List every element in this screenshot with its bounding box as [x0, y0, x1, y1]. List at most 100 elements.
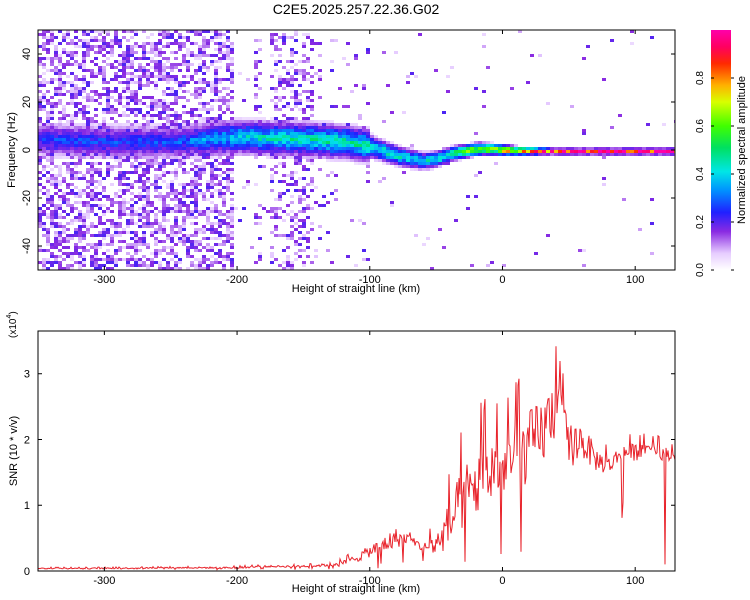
spectrogram-cell — [50, 153, 54, 156]
spectrogram-cell — [46, 147, 50, 150]
spectrogram-cell — [198, 30, 202, 33]
spectrogram-cell — [110, 63, 114, 66]
spectrogram-cell — [194, 153, 198, 156]
spectrogram-cell — [186, 99, 190, 102]
spectrogram-cell — [102, 93, 106, 96]
spectrogram-cell — [170, 234, 174, 237]
spectrogram-cell — [190, 243, 194, 246]
spectrogram-cell — [194, 87, 198, 90]
spectrogram-cell — [122, 135, 126, 138]
spectrogram-cell — [174, 159, 178, 162]
spectrogram-cell — [206, 123, 210, 126]
spectrogram-cell — [58, 72, 62, 75]
spectrogram-cell — [186, 195, 190, 198]
spectrogram-cell — [270, 129, 274, 132]
spectrogram-cell — [310, 147, 314, 150]
spectrogram-cell — [370, 153, 374, 156]
spectrogram-cell — [254, 96, 258, 99]
spectrogram-cell — [314, 123, 318, 126]
spectrogram-cell — [286, 189, 290, 192]
spectrogram-cell — [58, 132, 62, 135]
spectrogram-cell — [82, 123, 86, 126]
spectrogram-cell — [182, 45, 186, 48]
spectrogram-cell — [342, 153, 346, 156]
spectrogram-cell — [342, 156, 346, 159]
spectrogram-cell — [218, 126, 222, 129]
spectrogram-cell — [42, 108, 46, 111]
spectrogram-cell — [74, 84, 78, 87]
spectrogram-cell — [114, 132, 118, 135]
spectrogram-cell — [94, 162, 98, 165]
spectrogram-cell — [170, 135, 174, 138]
spectrogram-cell — [210, 153, 214, 156]
spectrogram-cell — [226, 99, 230, 102]
spectrogram-cell — [190, 246, 194, 249]
spectrogram-cell — [118, 150, 122, 153]
spectrogram-cell — [330, 159, 334, 162]
spectrogram-cell — [290, 201, 294, 204]
spectrogram-cell — [198, 93, 202, 96]
spectrogram-cell — [370, 141, 374, 144]
spectrogram-cell — [374, 156, 378, 159]
spectrogram-cell — [78, 261, 82, 264]
spectrogram-cell — [174, 219, 178, 222]
spectrogram-cell — [142, 204, 146, 207]
spectrogram-cell — [290, 138, 294, 141]
spectrogram-cell — [242, 153, 246, 156]
spectrogram-cell — [162, 102, 166, 105]
spectrogram-cell — [210, 177, 214, 180]
spectrogram-cell — [334, 141, 338, 144]
spectrogram-cell — [210, 231, 214, 234]
spectrogram-cell — [158, 69, 162, 72]
spectrogram-cell — [170, 180, 174, 183]
spectrogram-cell — [106, 57, 110, 60]
spectrogram-cell — [354, 153, 358, 156]
spectrogram-cell — [102, 81, 106, 84]
spectrogram-cell — [194, 126, 198, 129]
spectrogram-cell — [110, 111, 114, 114]
spectrogram-cell — [382, 162, 386, 165]
spectrogram-cell — [378, 147, 382, 150]
spectrogram-cell — [270, 120, 274, 123]
spectrogram-cell — [242, 144, 246, 147]
spectrogram-cell — [322, 147, 326, 150]
spectrogram-cell — [162, 213, 166, 216]
spectrogram-cell — [46, 42, 50, 45]
spectrogram-cell — [78, 123, 82, 126]
spectrogram-cell — [110, 138, 114, 141]
spectrogram-cell — [598, 147, 602, 150]
spectrogram-cell — [162, 195, 166, 198]
spectrogram-cell — [78, 78, 82, 81]
spectrogram-cell — [498, 147, 502, 150]
spectrogram-cell — [326, 231, 330, 234]
spectrogram-cell — [58, 207, 62, 210]
spectrogram-cell — [662, 150, 666, 153]
spectrogram-cell — [154, 150, 158, 153]
spectrogram-cell — [86, 207, 90, 210]
spectrogram-cell — [170, 87, 174, 90]
spectrogram-cell — [130, 213, 134, 216]
spectrogram-cell — [270, 231, 274, 234]
spectrogram-cell — [54, 144, 58, 147]
spectrogram-cell — [90, 48, 94, 51]
spectrogram-cell — [274, 117, 278, 120]
spectrogram-cell — [58, 150, 62, 153]
spectrogram-cell — [198, 168, 202, 171]
spectrogram-cell — [54, 174, 58, 177]
spectrogram-cell — [130, 144, 134, 147]
spectrogram-cell — [146, 243, 150, 246]
spectrogram-cell — [250, 117, 254, 120]
spectrogram-cell — [142, 216, 146, 219]
spectrogram-cell — [314, 42, 318, 45]
spectrogram-cell — [286, 123, 290, 126]
spectrogram-cell — [146, 165, 150, 168]
spectrogram-cell — [62, 39, 66, 42]
spectrogram-cell — [482, 150, 486, 153]
spectrogram-cell — [174, 174, 178, 177]
spectrogram-cell — [426, 153, 430, 156]
spectrogram-cell — [122, 57, 126, 60]
spectrogram-cell — [126, 120, 130, 123]
x-tick-label: 0 — [499, 575, 505, 587]
spectrogram-cell — [138, 219, 142, 222]
spectrogram-cell — [102, 177, 106, 180]
